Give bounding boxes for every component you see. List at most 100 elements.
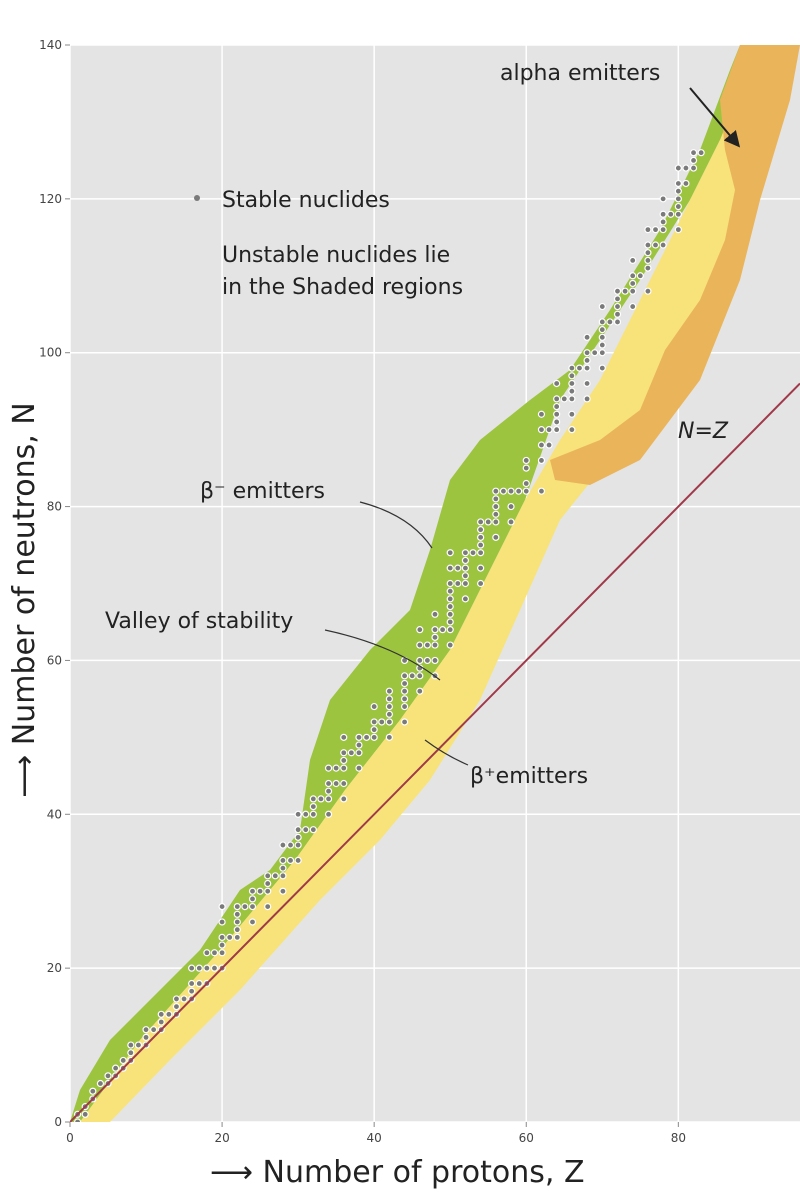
stable-nuclide [286,856,295,865]
stable-nuclide [286,841,295,849]
stable-nuclide [575,364,584,372]
stable-nuclide [324,764,333,772]
stable-nuclide [674,187,682,195]
stable-nuclide [264,887,272,895]
stable-nuclide [492,487,500,495]
stable-nuclide [515,487,523,495]
stable-nuclide [157,1010,165,1018]
stable-nuclide [188,964,196,972]
stable-nuclide [484,518,492,526]
stable-nuclide [446,549,454,557]
stable-nuclide [248,902,257,911]
stable-nuclide [644,226,652,234]
stable-nuclide [142,1033,150,1041]
stable-nuclide [689,156,698,164]
stable-nuclide [355,741,363,749]
stable-nuclide [598,318,606,326]
stable-nuclide [309,802,317,811]
stable-nuclide [446,587,454,595]
stable-nuclide [294,856,302,865]
stable-nuclide [279,872,287,880]
stable-nuclide [477,579,485,588]
stable-nuclide [446,641,454,649]
stable-nuclide [629,279,637,288]
stable-nuclide [613,318,622,326]
stable-nuclide [674,195,682,203]
y-tick-label: 120 [39,192,62,206]
stable-nuclide [477,549,485,557]
stable-nuclide [553,418,561,426]
stable-nuclide [568,387,576,395]
stable-nuclide [629,272,637,280]
stable-nuclide [499,487,508,495]
stable-nuclide [454,564,462,572]
stable-nuclide [439,626,447,634]
stable-nuclide [568,372,576,380]
x-tick-label: 40 [367,1131,382,1145]
stable-nuclide [522,464,530,472]
stable-nuclide [127,1041,135,1049]
stable-nuclide [218,902,226,911]
stable-nuclide [613,310,622,318]
stable-nuclide [477,526,485,534]
stable-nuclide [431,641,439,649]
stable-nuclide [332,779,340,788]
stable-nuclide [347,749,355,757]
stable-nuclide [644,264,652,272]
stable-nuclide [507,502,515,511]
stable-nuclide [674,179,682,188]
stable-nuclide [294,841,302,849]
stable-nuclide [522,487,530,495]
stable-nuclide [294,810,302,818]
stable-nuclide [218,949,226,957]
stable-nuclide [492,533,500,541]
stable-nuclide [408,672,416,680]
stable-nuclide [461,556,470,565]
stable-nuclide [302,810,310,818]
stable-nuclide [591,349,599,357]
stable-nuclide [629,302,637,311]
stable-nuclide [583,364,591,372]
stable-nuclide [400,687,409,695]
stable-nuclide [218,941,226,949]
annotation: β⁺emitters [470,764,588,789]
stable-nuclide [446,564,454,572]
stable-nuclide [370,718,378,726]
stable-nuclide [537,487,546,495]
stable-nuclide [294,833,302,841]
stable-nuclide [659,226,667,234]
stable-nuclide [218,918,226,926]
stable-nuclide [674,210,682,218]
stable-nuclide [674,202,682,211]
stable-nuclide [477,533,485,541]
stable-nuclide [309,826,317,834]
stable-nuclide [203,964,211,972]
legend-label: Stable nuclides [222,188,390,213]
stable-nuclide [446,602,454,611]
stable-nuclide [104,1072,112,1080]
stable-nuclide [309,795,317,803]
stable-nuclide [492,495,500,503]
y-axis-label: ⟶ Number of neutrons, N [7,402,42,797]
stable-nuclide [416,672,424,680]
stable-nuclide [689,149,698,157]
stable-nuclide [461,549,470,557]
stable-nuclide [370,733,378,741]
stable-nuclide [134,1041,143,1049]
stable-nuclide [568,395,576,403]
legend-marker [194,195,200,201]
stable-nuclide [264,879,272,888]
n-equals-z-line [70,382,800,1122]
stable-nuclide [355,749,363,757]
stable-nuclide [651,226,660,234]
stable-nuclide [446,610,454,618]
stable-nuclide [583,349,591,357]
stable-nuclide [682,179,690,188]
stable-nuclide [431,626,439,634]
stable-nuclide [431,633,439,641]
stable-nuclide [598,302,606,311]
stable-nuclide [195,964,203,972]
stable-nuclide [385,687,393,695]
stable-nuclide [629,256,637,264]
